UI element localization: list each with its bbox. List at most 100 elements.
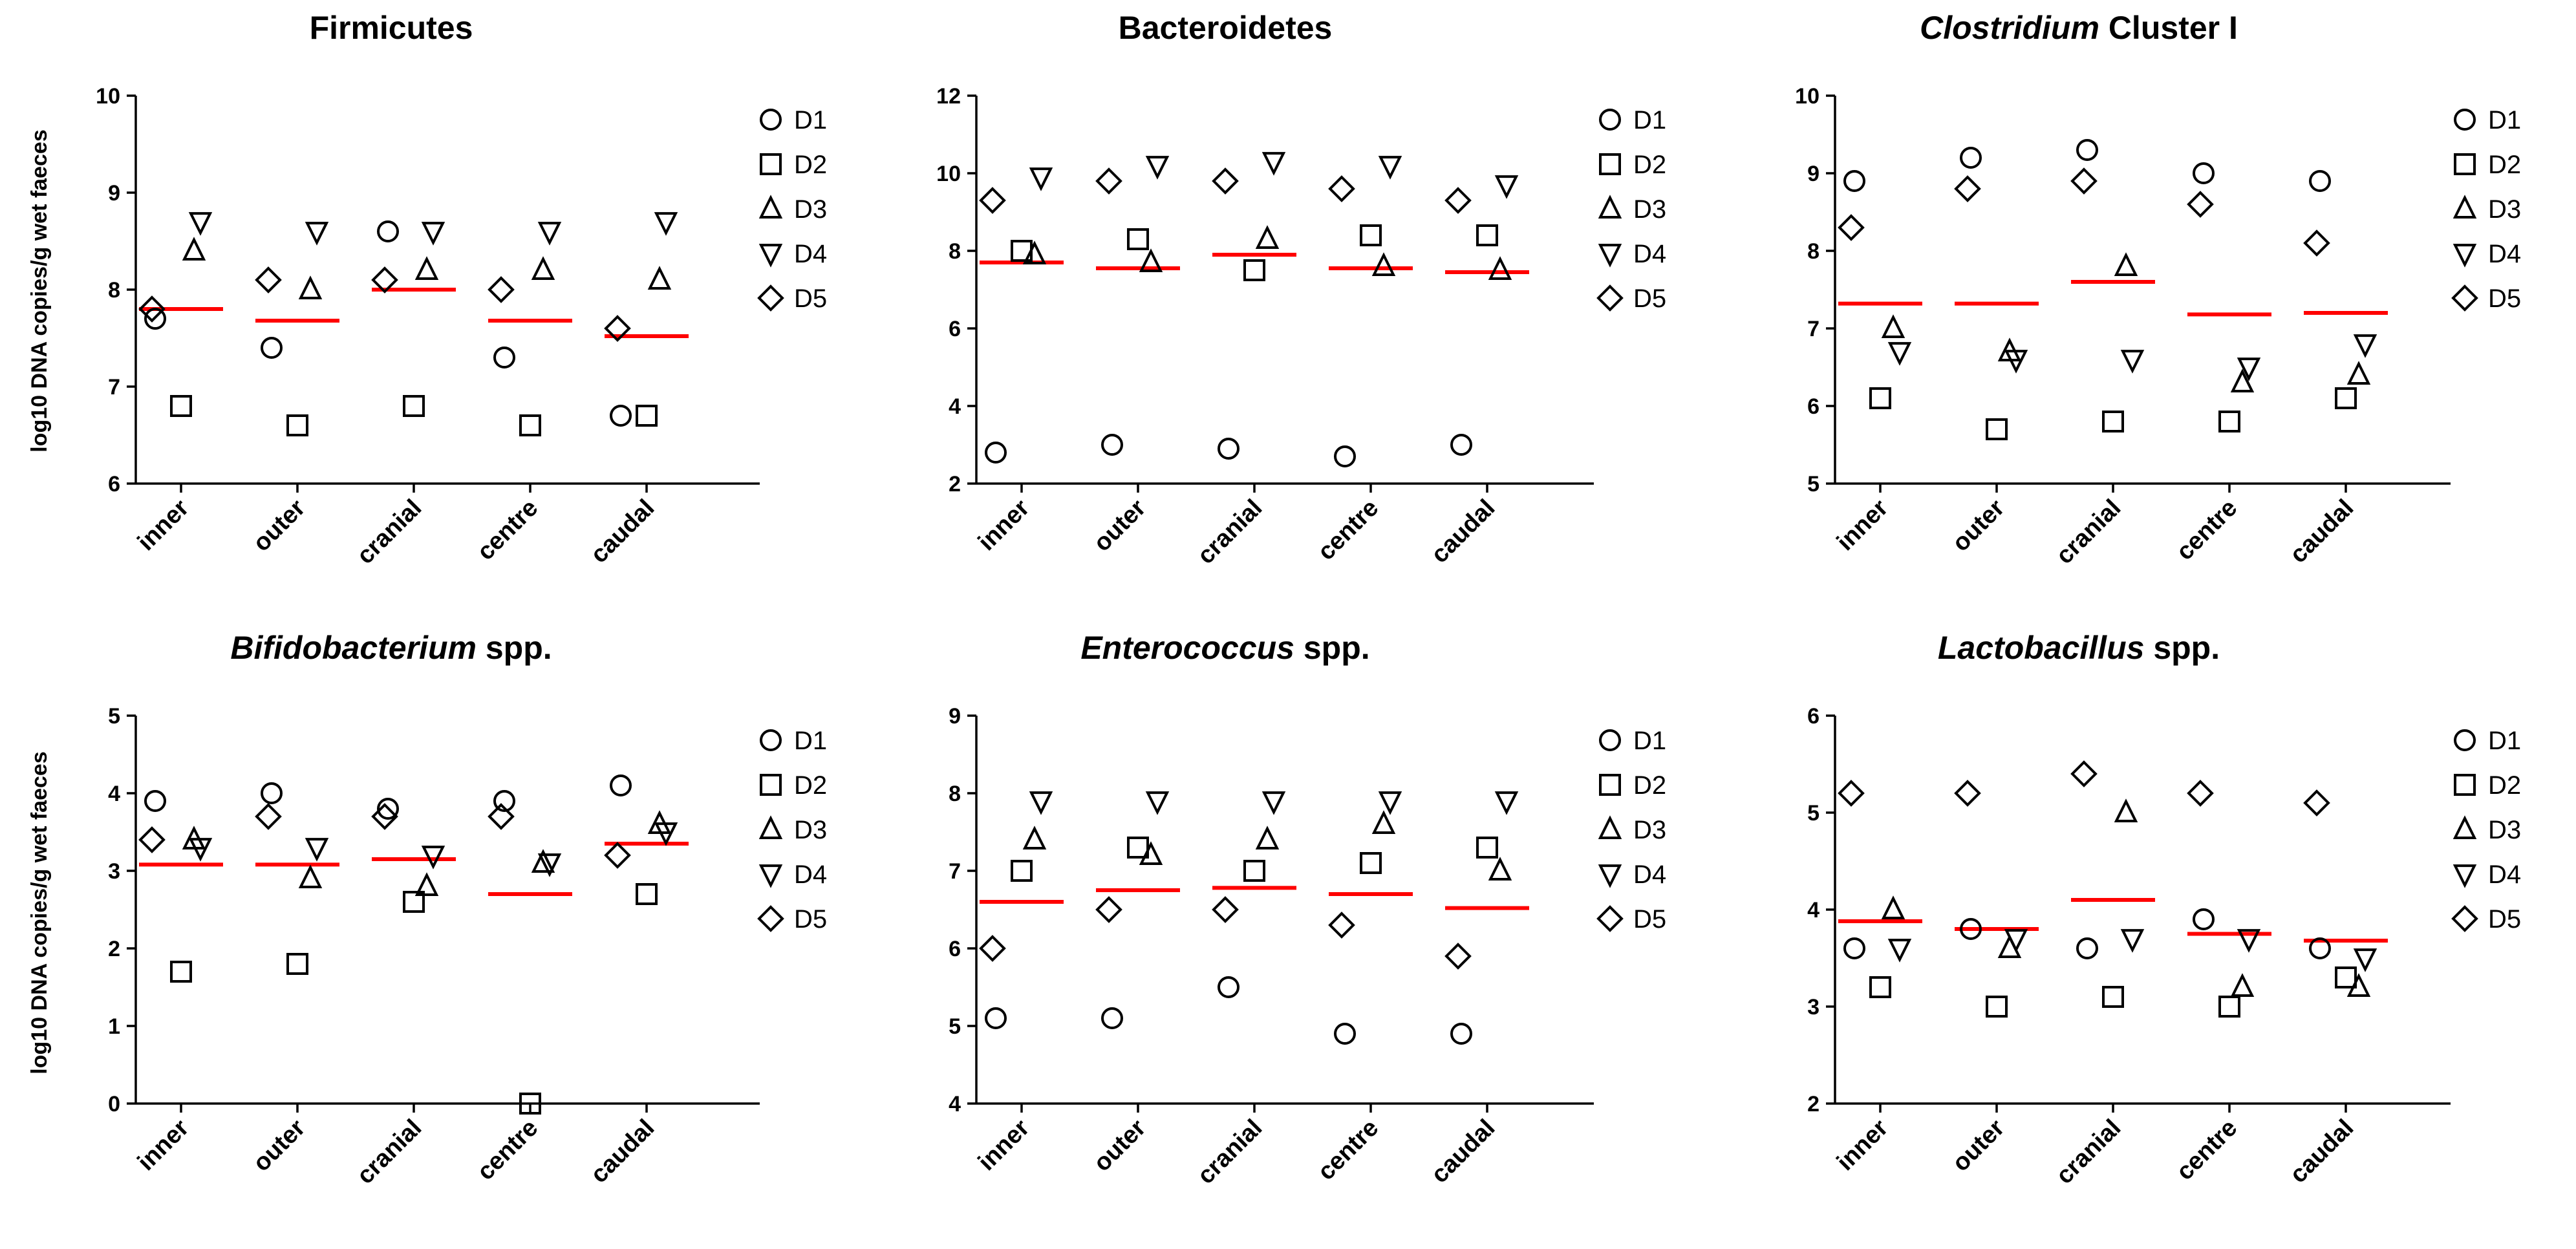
legend-label: D1	[1633, 106, 1666, 134]
x-tick-label: inner	[973, 1115, 1035, 1177]
legend-label: D1	[2488, 106, 2521, 134]
y-tick-label: 5	[108, 704, 120, 729]
data-point-d4	[537, 222, 562, 246]
legend-marker-d2	[760, 153, 782, 175]
data-point-d2	[1869, 387, 1891, 409]
data-point-d4	[188, 838, 213, 862]
data-point-d5	[2187, 780, 2214, 807]
panel-title-part: spp.	[2144, 630, 2220, 666]
panel-title-part: Clostridium	[1920, 10, 2099, 46]
panel-title: Enterococcus spp.	[1080, 630, 1369, 666]
x-tick-label: centre	[1313, 495, 1384, 566]
data-point-d3	[298, 864, 323, 888]
panel-1: Firmicutes 6 7 8 9 10 inner outer cranial centre c…	[96, 10, 827, 570]
data-point-d3	[2230, 368, 2255, 392]
legend-label: D5	[1633, 905, 1666, 934]
data-point-d5	[1444, 943, 1472, 970]
data-point-d5	[979, 935, 1006, 962]
x-tick-label: outer	[1947, 495, 2010, 557]
panel-4: Bifidobacterium spp. 0 1 2 3 4 5 inner outer cran…	[108, 630, 827, 1190]
data-point-d4	[2353, 334, 2377, 358]
data-point-d1	[1843, 170, 1865, 192]
data-point-d2	[1869, 976, 1891, 998]
data-point-d4	[1261, 791, 1286, 815]
y-tick-label: 10	[936, 162, 961, 186]
data-point-d3	[1022, 826, 1047, 849]
data-point-d4	[1029, 167, 1053, 191]
legend-marker-d1	[760, 109, 782, 131]
legend-marker-d4	[758, 864, 783, 888]
data-point-d3	[2346, 973, 2371, 997]
data-point-d2	[1986, 996, 2008, 1018]
data-point-d5	[255, 266, 282, 294]
data-point-d1	[1843, 937, 1865, 959]
panel-title: Clostridium Cluster I	[1920, 10, 2238, 46]
y-tick-label: 6	[108, 472, 120, 496]
y-tick-label: 4	[1807, 898, 1819, 923]
data-point-d2	[170, 961, 192, 983]
data-point-d4	[1887, 342, 1912, 366]
data-point-d2	[2218, 996, 2240, 1018]
legend-marker-d4	[1598, 864, 1622, 888]
data-point-d3	[1139, 248, 1163, 272]
data-point-d4	[2237, 929, 2261, 953]
data-point-d5	[1838, 780, 1865, 807]
data-point-d3	[647, 266, 672, 290]
legend-marker-d5	[1596, 284, 1624, 312]
panel-2: Bacteroidetes 2 4 6 8 10 12 inner outer cranial ce…	[936, 10, 1666, 570]
data-point-d3	[1881, 895, 1905, 919]
data-point-d1	[1334, 445, 1356, 467]
x-tick-label: caudal	[586, 1115, 660, 1189]
data-point-d3	[531, 849, 555, 873]
legend-label: D5	[2488, 905, 2521, 934]
data-point-d2	[403, 891, 425, 913]
data-point-d5	[2303, 230, 2330, 257]
data-point-d3	[2230, 973, 2255, 997]
x-tick-label: caudal	[2285, 495, 2359, 569]
x-tick-label: inner	[133, 495, 195, 557]
legend-marker-d2	[1599, 774, 1621, 796]
x-tick-label: centre	[472, 1115, 543, 1186]
data-point-d4	[421, 846, 445, 870]
x-tick-label: centre	[2171, 1115, 2242, 1186]
legend-label: D4	[2488, 240, 2521, 268]
data-point-d3	[1488, 256, 1512, 280]
y-tick-label: 8	[108, 278, 120, 303]
x-tick-label: inner	[133, 1115, 195, 1177]
legend-label: D5	[2488, 284, 2521, 313]
data-point-d4	[1145, 156, 1170, 180]
x-tick-label: outer	[248, 1115, 310, 1177]
x-tick-label: cranial	[2051, 495, 2126, 570]
y-tick-label: 6	[949, 937, 961, 961]
data-point-d5	[1838, 214, 1865, 241]
y-tick-label: 3	[108, 859, 120, 884]
legend-marker-d3	[1598, 815, 1622, 839]
legend-label: D2	[1633, 771, 1666, 800]
data-point-d3	[531, 256, 555, 280]
data-point-d1	[2076, 937, 2098, 959]
data-point-d1	[2193, 162, 2215, 184]
data-point-d4	[537, 853, 562, 877]
legend-label: D4	[2488, 860, 2521, 889]
legend-marker-d4	[2453, 244, 2477, 268]
x-tick-label: outer	[1947, 1115, 2010, 1177]
y-tick-label: 4	[949, 1092, 961, 1116]
data-point-d4	[1378, 791, 1402, 815]
legend-marker-d5	[757, 284, 784, 312]
y-tick-label: 2	[1807, 1092, 1819, 1116]
legend-marker-d3	[1598, 195, 1622, 219]
panel-title-part: spp.	[1294, 630, 1370, 666]
y-tick-label: 5	[949, 1014, 961, 1039]
data-point-d5	[371, 803, 398, 830]
data-point-d3	[1022, 240, 1047, 264]
y-tick-label: 5	[1807, 801, 1819, 826]
legend-marker-d1	[1599, 109, 1621, 131]
panel-title: Lactobacillus spp.	[1938, 630, 2220, 666]
data-point-d2	[1360, 224, 1382, 246]
data-point-d1	[2309, 937, 2331, 959]
y-tick-label: 6	[1807, 394, 1819, 419]
legend-marker-d5	[2451, 284, 2478, 312]
data-point-d1	[610, 774, 632, 796]
data-point-d1	[261, 337, 283, 359]
panel-title: Bacteroidetes	[1119, 10, 1333, 46]
